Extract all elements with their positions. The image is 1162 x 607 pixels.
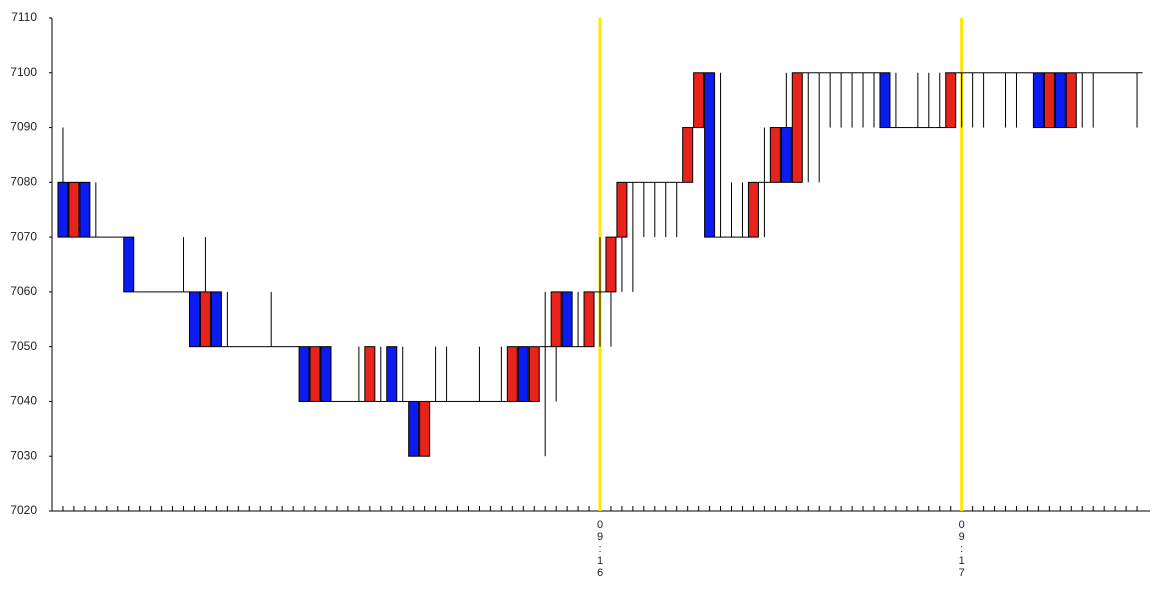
candle-body bbox=[747, 181, 759, 238]
candle-body bbox=[1054, 72, 1066, 129]
candle-body bbox=[704, 72, 716, 238]
candle-body bbox=[57, 181, 69, 238]
candle-body bbox=[616, 181, 628, 238]
candle-body bbox=[68, 181, 80, 238]
candle-body bbox=[682, 127, 694, 183]
candle-body bbox=[517, 346, 529, 402]
y-tick-label: 7020 bbox=[10, 503, 37, 517]
candle-body bbox=[879, 72, 891, 129]
candle-body bbox=[550, 291, 562, 348]
candle-body bbox=[364, 346, 376, 402]
candle-body bbox=[561, 291, 573, 348]
candle-body bbox=[769, 127, 781, 183]
x-tick-label: 09:16 bbox=[594, 519, 606, 579]
candle-body bbox=[309, 346, 321, 402]
candle-body bbox=[210, 291, 222, 348]
x-tick-label: 09:17 bbox=[956, 519, 968, 579]
candle-body bbox=[791, 72, 803, 183]
candle-body bbox=[605, 236, 617, 293]
y-tick-label: 7100 bbox=[10, 65, 37, 79]
candle-body bbox=[79, 181, 91, 238]
y-tick-label: 7070 bbox=[10, 229, 37, 243]
y-tick-label: 7050 bbox=[10, 339, 37, 353]
y-tick-label: 7110 bbox=[11, 10, 37, 24]
candle-body bbox=[583, 291, 595, 348]
candle-body bbox=[419, 400, 431, 457]
candle-body bbox=[298, 346, 310, 402]
candle-body bbox=[1032, 72, 1044, 129]
candle-body bbox=[1043, 72, 1055, 129]
candle-body bbox=[780, 127, 792, 183]
candle-body bbox=[386, 346, 398, 402]
y-tick-label: 7030 bbox=[10, 448, 37, 462]
candle-body bbox=[408, 400, 420, 457]
candle-body bbox=[199, 291, 211, 348]
y-tick-label: 7090 bbox=[10, 120, 37, 134]
candle-body bbox=[320, 346, 332, 402]
candle-body bbox=[506, 346, 518, 402]
candle-body bbox=[693, 72, 705, 129]
candle-body bbox=[188, 291, 200, 348]
y-tick-label: 7080 bbox=[10, 175, 37, 189]
y-tick-label: 7060 bbox=[10, 284, 37, 298]
y-tick-label: 7040 bbox=[10, 394, 37, 408]
candle-body bbox=[528, 346, 540, 402]
candle-body bbox=[1065, 72, 1077, 129]
candle-body bbox=[123, 236, 135, 293]
candle-body bbox=[945, 72, 957, 129]
